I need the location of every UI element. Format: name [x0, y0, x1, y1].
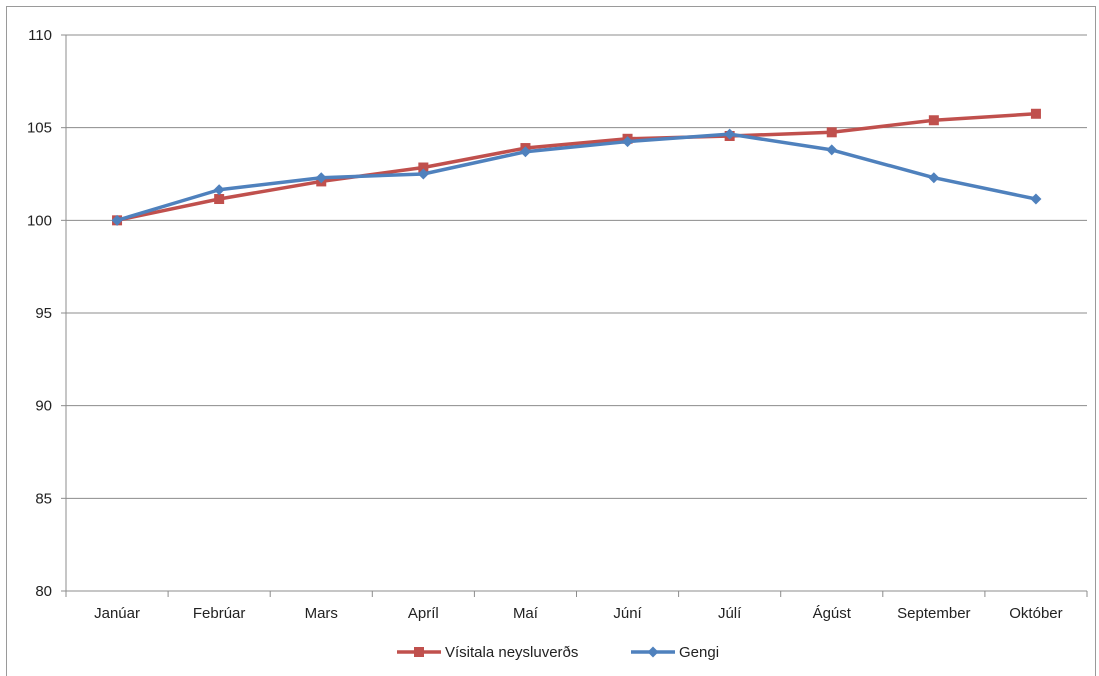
y-tick-label: 80: [35, 583, 52, 600]
x-tick-label: Janúar: [94, 605, 140, 622]
legend-marker: [647, 646, 659, 658]
data-point: [417, 168, 429, 180]
y-tick-label: 100: [27, 212, 52, 229]
legend-label: Vísitala neysluverðs: [445, 644, 578, 661]
data-point: [213, 184, 225, 196]
x-axis-tick-labels: Janúar Febrúar Mars Apríl Maí Júní Júlí Ágúst Se…: [94, 605, 1063, 622]
x-tick-label: Júlí: [718, 605, 742, 622]
data-point: [1030, 193, 1042, 205]
y-tick-label: 110: [28, 27, 52, 44]
data-point: [519, 146, 531, 158]
legend: Vísitala neysluverðs Gengi: [397, 644, 719, 661]
data-point: [928, 172, 940, 184]
x-tick-label: September: [897, 605, 970, 622]
data-point: [826, 127, 837, 138]
y-tick-label: 105: [27, 120, 52, 137]
data-point: [622, 136, 634, 148]
series-line: [115, 132, 1038, 223]
x-tick-label: Apríl: [408, 605, 439, 622]
series-1: [112, 108, 1041, 226]
data-point: [111, 214, 123, 226]
x-tick-label: Febrúar: [193, 605, 246, 622]
data-point: [1030, 108, 1041, 119]
data-point: [418, 162, 429, 173]
gridlines: [66, 34, 1087, 499]
legend-label: Gengi: [679, 644, 719, 661]
series-line: [115, 112, 1038, 223]
axes: [61, 34, 1088, 597]
x-tick-label: Júní: [613, 605, 642, 622]
y-tick-label: 90: [35, 398, 52, 415]
legend-marker: [414, 647, 424, 657]
data-point: [928, 115, 939, 126]
data-point: [315, 172, 327, 184]
series-2: [111, 128, 1042, 226]
legend-entry: Gengi: [631, 644, 719, 661]
y-axis-tick-labels: 80 85 90 95 100 105 110: [27, 27, 52, 600]
y-tick-label: 85: [35, 490, 52, 507]
chart-frame: [6, 6, 1096, 676]
x-tick-label: Maí: [513, 605, 539, 622]
y-tick-label: 95: [35, 305, 52, 322]
data-point: [724, 128, 736, 140]
x-tick-label: Október: [1009, 605, 1062, 622]
data-point: [214, 194, 225, 205]
x-tick-label: Mars: [305, 605, 338, 622]
data-point: [826, 144, 838, 156]
legend-entry: Vísitala neysluverðs: [397, 644, 578, 661]
x-tick-label: Ágúst: [813, 605, 852, 622]
series-lines: [111, 108, 1042, 226]
